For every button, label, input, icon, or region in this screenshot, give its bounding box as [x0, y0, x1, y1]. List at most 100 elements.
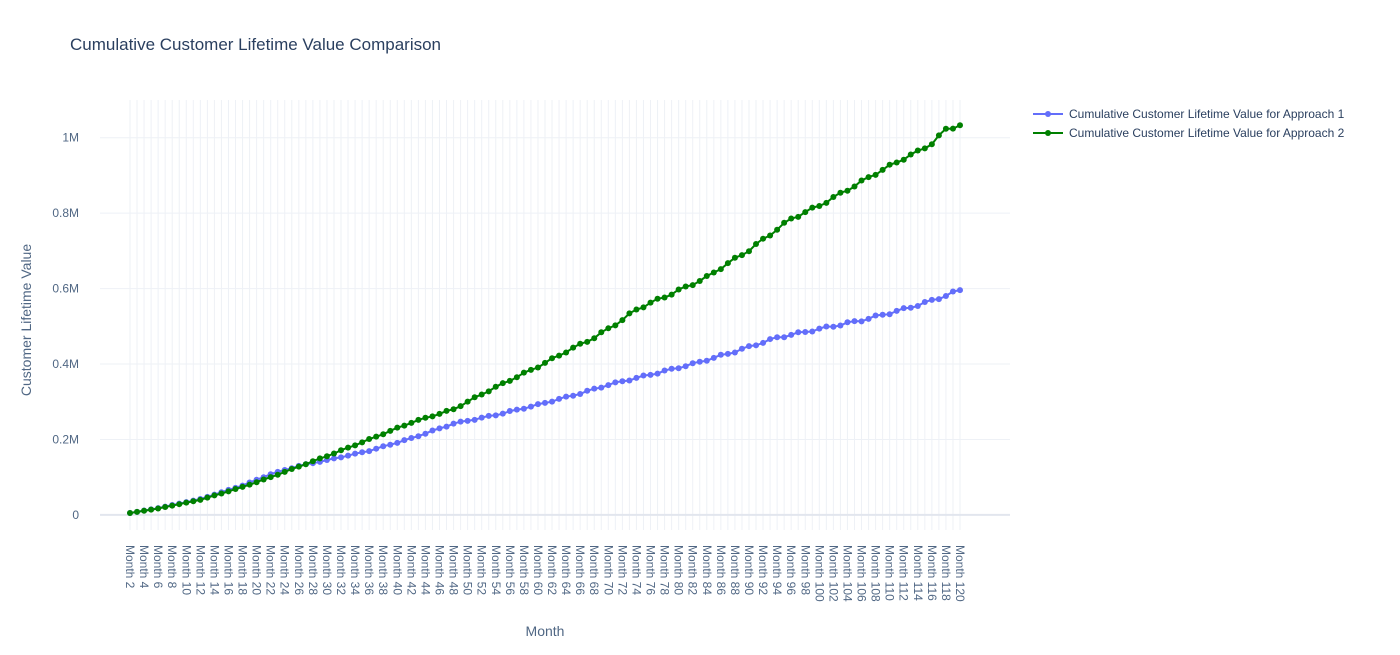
x-tick-label: Month 84 [700, 545, 714, 595]
data-point [823, 323, 830, 330]
data-point [387, 441, 394, 448]
data-point [309, 458, 316, 465]
data-point [373, 433, 380, 440]
x-tick-label: Month 42 [404, 545, 418, 595]
data-point [647, 371, 654, 378]
x-tick-label: Month 38 [376, 545, 390, 595]
data-point [534, 401, 541, 408]
data-point [626, 310, 633, 317]
data-point [731, 254, 738, 261]
data-point [830, 323, 837, 330]
x-tick-label: Month 98 [798, 545, 812, 595]
data-point [549, 355, 556, 362]
data-point [127, 510, 133, 517]
data-point [267, 474, 274, 481]
data-point [619, 378, 626, 385]
data-point [668, 291, 675, 298]
x-tick-label: Month 68 [587, 545, 601, 595]
y-tick-label: 0.4M [52, 357, 79, 371]
data-point [281, 468, 288, 475]
data-point [176, 501, 183, 508]
x-tick-label: Month 2 [123, 545, 137, 589]
data-point [865, 315, 872, 322]
data-point [197, 496, 204, 503]
data-point [668, 365, 675, 372]
data-point [682, 363, 689, 370]
data-point [436, 410, 443, 417]
x-tick-label: Month 78 [658, 545, 672, 595]
data-point [921, 145, 928, 152]
data-point [366, 448, 373, 455]
data-point [703, 272, 710, 279]
data-point [928, 141, 935, 148]
data-point [675, 286, 682, 293]
y-tick-label: 0.6M [52, 282, 79, 296]
data-point [724, 260, 731, 267]
data-point [457, 418, 464, 425]
data-point [612, 379, 619, 386]
data-point [914, 303, 921, 310]
data-point [633, 374, 640, 381]
data-point [844, 319, 851, 326]
data-point [865, 174, 872, 181]
data-point [359, 449, 366, 456]
data-point [218, 490, 225, 497]
data-point [450, 420, 457, 427]
data-point [570, 392, 577, 399]
data-point [373, 445, 380, 452]
data-point [288, 465, 295, 472]
data-point [464, 398, 471, 405]
data-point [788, 215, 795, 222]
x-tick-label: Month 54 [489, 545, 503, 595]
legend-item[interactable]: Cumulative Customer Lifetime Value for A… [1033, 107, 1345, 121]
x-tick-label: Month 88 [728, 545, 742, 595]
data-point [760, 235, 767, 242]
data-point [542, 399, 548, 406]
data-point [619, 317, 626, 324]
legend-label: Cumulative Customer Lifetime Value for A… [1069, 126, 1345, 140]
data-point [183, 499, 190, 506]
data-point [274, 471, 281, 478]
data-point [626, 377, 633, 384]
x-tick-label: Month 76 [644, 545, 658, 595]
data-point [380, 443, 387, 450]
data-point [816, 325, 823, 332]
x-tick-label: Month 28 [306, 545, 320, 595]
data-point [907, 304, 914, 311]
data-point [394, 424, 401, 431]
data-point [837, 322, 844, 329]
x-tick-label: Month 90 [742, 545, 756, 595]
data-point [380, 431, 387, 438]
data-point [830, 193, 837, 200]
series-2 [127, 122, 963, 517]
x-tick-label: Month 22 [264, 545, 278, 595]
legend-item[interactable]: Cumulative Customer Lifetime Value for A… [1033, 126, 1345, 140]
data-point [422, 414, 429, 421]
data-point [844, 187, 851, 194]
x-tick-label: Month 92 [756, 545, 770, 595]
data-point [886, 161, 893, 168]
data-point [900, 305, 907, 312]
data-point [338, 454, 345, 461]
data-point [640, 304, 647, 311]
legend-label: Cumulative Customer Lifetime Value for A… [1069, 107, 1345, 121]
data-point [478, 414, 485, 421]
data-point [696, 358, 703, 365]
data-point [471, 416, 478, 423]
data-point [190, 498, 197, 505]
x-tick-label: Month 12 [193, 545, 207, 595]
data-point [330, 455, 337, 462]
data-point [443, 423, 450, 430]
data-point [837, 189, 844, 196]
data-point [717, 351, 724, 358]
x-tick-label: Month 118 [939, 545, 953, 601]
data-point [598, 384, 605, 391]
data-point [345, 444, 352, 451]
data-point [851, 183, 858, 190]
x-tick-label: Month 86 [714, 545, 728, 595]
x-tick-label: Month 74 [629, 545, 643, 595]
x-tick-label: Month 94 [770, 545, 784, 595]
x-tick-label: Month 40 [390, 545, 404, 595]
data-point [520, 369, 527, 376]
